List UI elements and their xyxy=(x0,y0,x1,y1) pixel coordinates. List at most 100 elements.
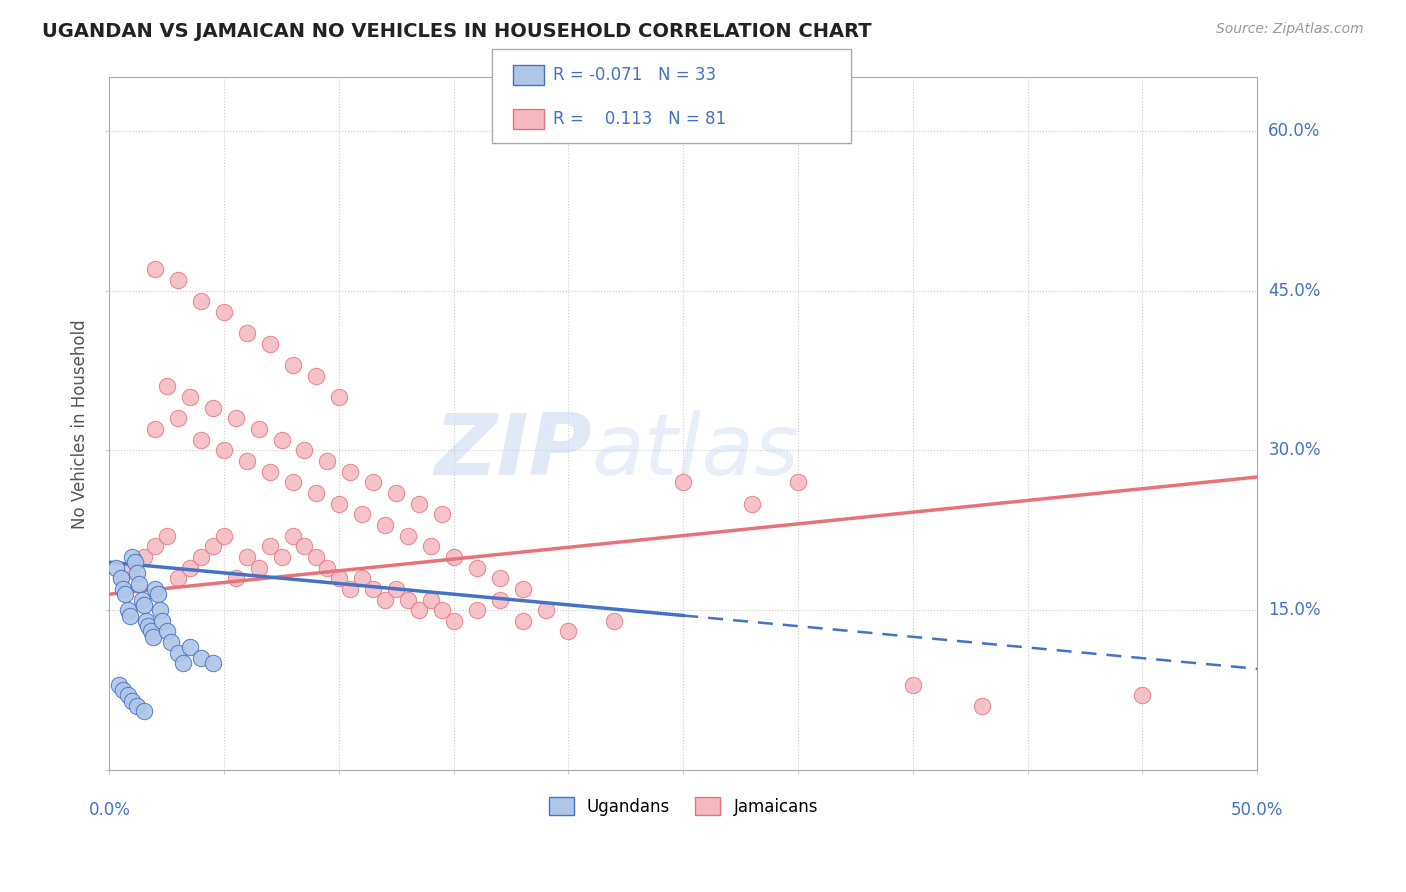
Point xyxy=(118,608,141,623)
Point xyxy=(143,539,166,553)
Point xyxy=(408,497,430,511)
Point xyxy=(294,539,316,553)
Point xyxy=(167,571,190,585)
Y-axis label: No Vehicles in Household: No Vehicles in Household xyxy=(72,319,89,529)
Point xyxy=(135,614,157,628)
Point xyxy=(132,705,155,719)
Text: R = -0.071   N = 33: R = -0.071 N = 33 xyxy=(553,66,716,84)
Point xyxy=(901,678,924,692)
Point xyxy=(363,475,385,490)
Point xyxy=(179,640,201,655)
Point xyxy=(131,592,153,607)
Point xyxy=(146,587,169,601)
Point xyxy=(150,614,173,628)
Text: R =    0.113   N = 81: R = 0.113 N = 81 xyxy=(553,111,725,128)
Point xyxy=(201,401,224,415)
Point xyxy=(305,486,328,500)
Point xyxy=(385,486,408,500)
Point xyxy=(110,571,132,585)
Point xyxy=(294,443,316,458)
Point xyxy=(114,587,136,601)
Point xyxy=(396,528,419,542)
Point xyxy=(167,646,190,660)
Text: 60.0%: 60.0% xyxy=(1268,121,1320,140)
Point xyxy=(190,549,212,564)
Text: 50.0%: 50.0% xyxy=(1230,800,1284,819)
Point xyxy=(339,582,361,596)
Point xyxy=(432,508,454,522)
Text: UGANDAN VS JAMAICAN NO VEHICLES IN HOUSEHOLD CORRELATION CHART: UGANDAN VS JAMAICAN NO VEHICLES IN HOUSE… xyxy=(42,22,872,41)
Point xyxy=(328,390,350,404)
Point xyxy=(156,528,179,542)
Point xyxy=(672,475,695,490)
Point xyxy=(305,549,328,564)
Point xyxy=(125,699,148,714)
Point xyxy=(212,443,235,458)
Point xyxy=(603,614,626,628)
Point xyxy=(190,294,212,309)
Text: 0.0%: 0.0% xyxy=(89,800,131,819)
Point xyxy=(350,571,373,585)
Point xyxy=(247,422,270,436)
Point xyxy=(143,262,166,277)
Point xyxy=(132,598,155,612)
Point xyxy=(534,603,557,617)
Point xyxy=(363,582,385,596)
Point xyxy=(443,549,465,564)
Point xyxy=(172,657,194,671)
Text: 30.0%: 30.0% xyxy=(1268,442,1320,459)
Point xyxy=(138,619,160,633)
Point xyxy=(121,560,143,574)
Point xyxy=(124,555,146,569)
Point xyxy=(212,305,235,319)
Point xyxy=(281,528,304,542)
Point xyxy=(488,571,510,585)
Point xyxy=(132,549,155,564)
Point xyxy=(107,678,129,692)
Point xyxy=(142,630,165,644)
Point xyxy=(1130,689,1153,703)
Point xyxy=(488,592,510,607)
Point xyxy=(121,549,143,564)
Point xyxy=(970,699,993,714)
Point xyxy=(190,433,212,447)
Point xyxy=(112,582,135,596)
Point xyxy=(465,603,488,617)
Text: Source: ZipAtlas.com: Source: ZipAtlas.com xyxy=(1216,22,1364,37)
Point xyxy=(374,517,396,532)
Point xyxy=(112,683,135,698)
Text: 45.0%: 45.0% xyxy=(1268,282,1320,300)
Point xyxy=(236,549,259,564)
Point xyxy=(305,368,328,383)
Point xyxy=(190,651,212,665)
Point xyxy=(201,657,224,671)
Point xyxy=(201,539,224,553)
Point xyxy=(557,624,579,639)
Point xyxy=(396,592,419,607)
Point xyxy=(374,592,396,607)
Point xyxy=(741,497,763,511)
Point xyxy=(512,582,534,596)
Point xyxy=(236,454,259,468)
Point xyxy=(328,497,350,511)
Point xyxy=(339,465,361,479)
Point xyxy=(225,411,247,425)
Text: atlas: atlas xyxy=(592,410,800,493)
Point xyxy=(121,694,143,708)
Point xyxy=(270,549,292,564)
Point xyxy=(443,614,465,628)
Point xyxy=(787,475,810,490)
Point xyxy=(110,571,132,585)
Point xyxy=(259,465,281,479)
Point xyxy=(432,603,454,617)
Point xyxy=(125,566,148,580)
Point xyxy=(316,560,339,574)
Point xyxy=(156,624,179,639)
Point xyxy=(419,539,441,553)
Point xyxy=(281,358,304,372)
Point xyxy=(143,422,166,436)
Point xyxy=(259,539,281,553)
Text: 15.0%: 15.0% xyxy=(1268,601,1320,619)
Point xyxy=(160,635,183,649)
Point xyxy=(385,582,408,596)
